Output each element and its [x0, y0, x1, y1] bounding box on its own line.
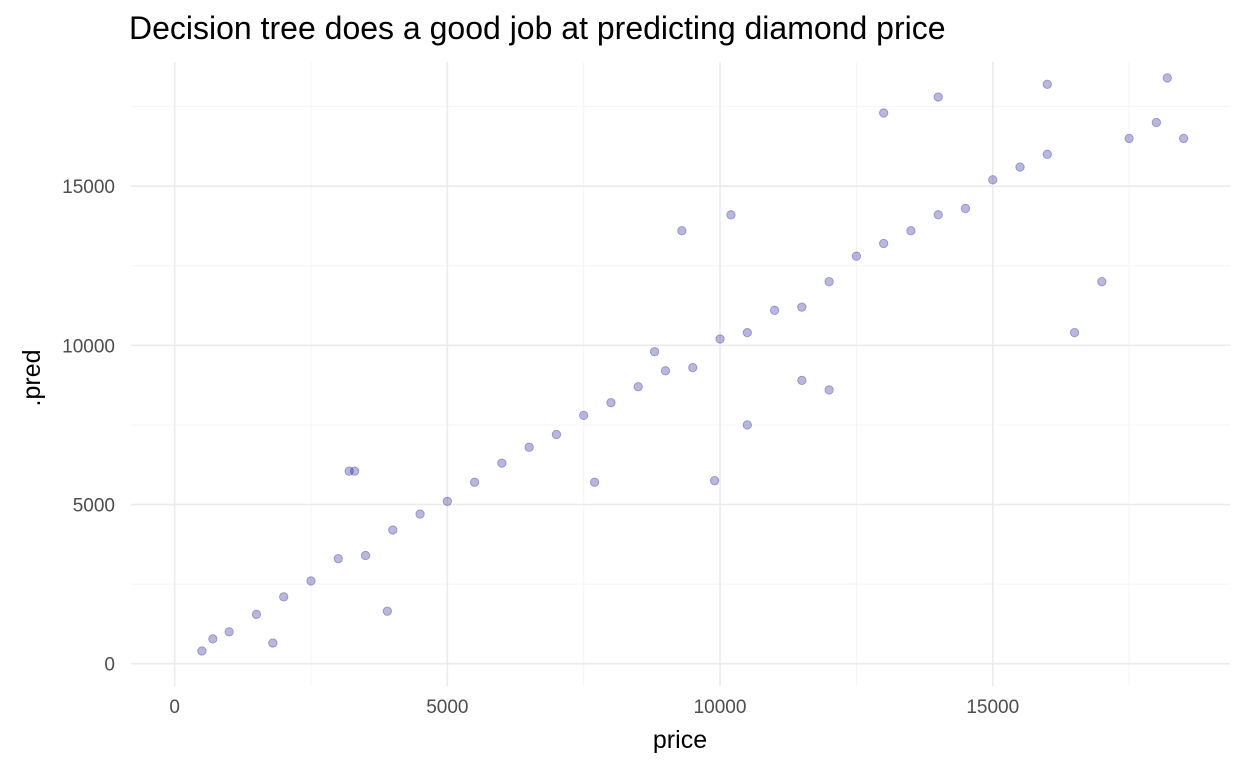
data-point [824, 277, 834, 287]
data-point [1124, 133, 1134, 144]
data-point [208, 634, 218, 644]
y-tick-label: 0 [104, 655, 115, 676]
data-point [442, 496, 452, 506]
data-point [769, 305, 780, 315]
data-point [851, 251, 862, 261]
y-tick-label: 5000 [73, 496, 115, 517]
data-point [279, 592, 289, 602]
data-point [1097, 277, 1107, 287]
data-point [906, 226, 916, 236]
data-point [933, 210, 943, 220]
data-point [1069, 327, 1080, 338]
data-point [1162, 73, 1172, 83]
x-tick-label: 0 [169, 697, 180, 718]
x-axis-title: price [653, 726, 707, 754]
data-point [524, 442, 534, 452]
data-point [497, 458, 507, 468]
data-point [709, 476, 720, 486]
data-point [382, 606, 392, 616]
minor-gridlines [131, 62, 1230, 686]
data-point [469, 477, 480, 487]
chart-title: Decision tree does a good job at predict… [129, 10, 946, 46]
data-point [551, 429, 562, 440]
data-point [415, 509, 425, 519]
data-point [1042, 149, 1052, 159]
x-tick-label: 10000 [694, 697, 747, 718]
data-point [677, 226, 687, 236]
x-tick-label: 15000 [966, 697, 1019, 718]
major-gridlines [131, 62, 1230, 686]
data-point [268, 638, 278, 648]
data-point [797, 375, 807, 386]
data-point [360, 550, 371, 561]
data-point [589, 477, 600, 487]
data-point [1015, 162, 1025, 172]
data-point [224, 627, 234, 637]
data-point [660, 366, 671, 376]
data-point [197, 646, 207, 656]
data-point [1042, 79, 1052, 89]
tick-labels: 0 5000 10000 15000 0 5000 10000 15000 [62, 177, 1019, 718]
data-point [649, 347, 660, 357]
y-tick-label: 10000 [62, 336, 115, 357]
data-point [879, 238, 889, 249]
data-point [1151, 117, 1162, 128]
data-point [344, 466, 354, 476]
data-point [726, 210, 736, 220]
data-point [988, 175, 998, 185]
data-point [742, 327, 752, 338]
data-point [960, 203, 971, 214]
y-tick-label: 15000 [62, 177, 115, 198]
data-point [933, 92, 943, 102]
data-point [306, 576, 316, 586]
data-point [388, 525, 398, 535]
data-point [349, 466, 360, 476]
data-point [251, 609, 262, 620]
data-point [742, 420, 752, 430]
data-point [633, 382, 643, 392]
data-point [606, 398, 616, 408]
data-point [879, 108, 889, 118]
data-point [333, 554, 343, 564]
data-point [688, 362, 698, 373]
data-point [715, 334, 725, 344]
x-tick-label: 5000 [426, 697, 468, 718]
data-point [579, 410, 589, 421]
y-axis-title: .pred [18, 350, 46, 407]
data-point [1178, 133, 1189, 144]
data-point [824, 385, 834, 395]
data-point [797, 302, 807, 312]
data-points [197, 73, 1189, 656]
